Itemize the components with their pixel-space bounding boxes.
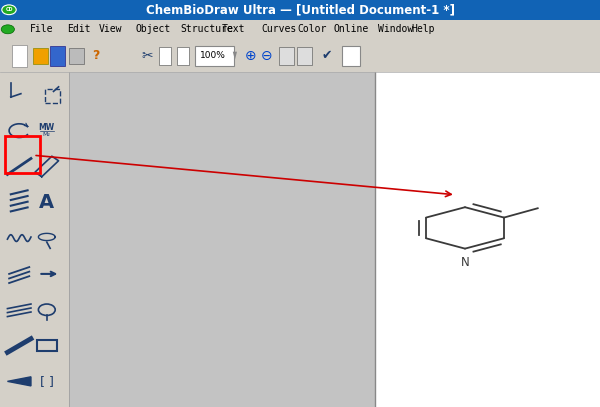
Circle shape: [1, 25, 14, 34]
Bar: [70, 48, 84, 64]
Text: ChemBioDraw Ultra — [Untitled Document-1 *]: ChemBioDraw Ultra — [Untitled Document-1…: [146, 3, 455, 16]
Bar: [69, 72, 375, 407]
Bar: [0, 72, 69, 407]
Polygon shape: [7, 377, 31, 386]
Text: Window: Window: [378, 24, 413, 34]
FancyBboxPatch shape: [33, 48, 48, 64]
Text: ?: ?: [92, 49, 100, 62]
Bar: [5, 136, 40, 173]
Text: N: N: [461, 256, 469, 269]
Text: ⊖: ⊖: [261, 49, 273, 63]
Text: Help: Help: [411, 24, 434, 34]
Bar: [159, 46, 171, 65]
Text: File: File: [30, 24, 53, 34]
Bar: [298, 46, 313, 65]
Bar: [279, 46, 294, 65]
Text: Object: Object: [135, 24, 170, 34]
Bar: [195, 46, 234, 66]
Polygon shape: [233, 52, 237, 60]
Text: Edit: Edit: [67, 24, 91, 34]
Bar: [37, 340, 57, 351]
Bar: [45, 89, 60, 103]
Text: View: View: [99, 24, 122, 34]
Text: ✔: ✔: [322, 49, 332, 62]
Bar: [12, 45, 26, 67]
Text: ✂: ✂: [141, 49, 153, 63]
Text: Structure: Structure: [180, 24, 233, 34]
Text: M₂: M₂: [43, 131, 51, 137]
Bar: [0, 20, 600, 39]
Bar: [342, 46, 360, 66]
Text: Online: Online: [333, 24, 368, 34]
Text: ⊕: ⊕: [245, 49, 257, 63]
Text: 100%: 100%: [200, 51, 226, 60]
Text: [ ]: [ ]: [40, 375, 54, 388]
Text: Curves: Curves: [261, 24, 296, 34]
Text: Text: Text: [222, 24, 245, 34]
Text: Color: Color: [297, 24, 326, 34]
Circle shape: [2, 5, 16, 15]
Bar: [0, 39, 600, 72]
Text: CD: CD: [5, 7, 13, 12]
Bar: [177, 46, 189, 65]
Bar: [49, 46, 65, 66]
Bar: [0, 0, 600, 20]
Bar: [375, 72, 600, 407]
Text: MW: MW: [39, 123, 55, 132]
Text: A: A: [39, 193, 55, 212]
